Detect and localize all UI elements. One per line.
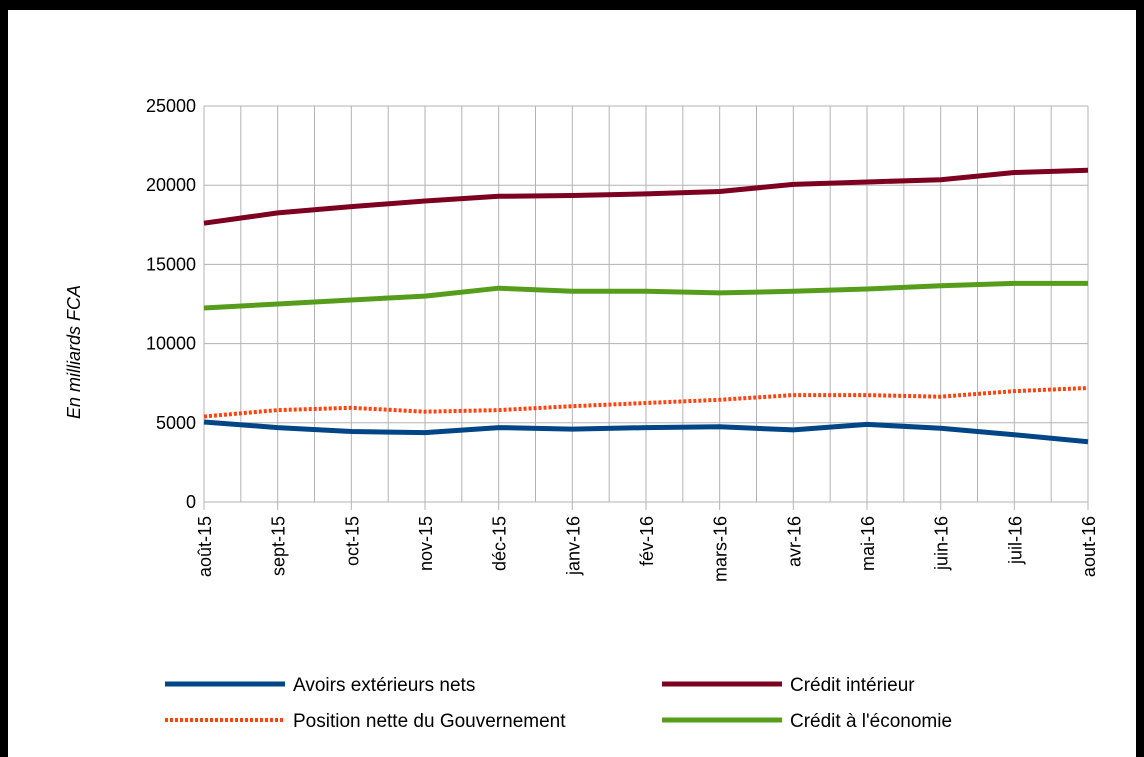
y-tick-label: 0 xyxy=(186,492,196,512)
legend-label: Crédit à l'économie xyxy=(790,711,952,732)
x-tick-labels: août-15 sept-15 oct-15 nov-15 déc-15 janv-16 f… xyxy=(195,516,1099,582)
x-tick-label: avr-16 xyxy=(784,516,804,567)
legend-label: Position nette du Gouvernement xyxy=(293,711,566,732)
series-line xyxy=(203,419,1089,445)
y-tick-label: 15000 xyxy=(146,254,196,274)
y-tick-label: 25000 xyxy=(146,96,196,116)
legend-label: Avoirs extérieurs nets xyxy=(293,675,475,696)
x-tick-label: oct-15 xyxy=(342,516,362,566)
x-tick-label: sept-15 xyxy=(269,516,289,576)
x-tick-label: aout-16 xyxy=(1079,516,1099,577)
x-tick-label: juil-16 xyxy=(1005,516,1025,565)
x-tick-label: fév-16 xyxy=(637,516,657,566)
legend-label: Crédit intérieur xyxy=(790,675,915,696)
grid-lines xyxy=(203,105,1089,503)
y-axis-label: En milliards FCA xyxy=(64,285,84,419)
x-tick-label: déc-15 xyxy=(490,516,510,571)
series-line xyxy=(203,167,1089,226)
axes xyxy=(203,106,1089,510)
y-tick-label: 20000 xyxy=(146,175,196,195)
x-tick-label: août-15 xyxy=(195,516,215,577)
series-lines xyxy=(203,167,1089,445)
y-tick-labels: 0 5000 10000 15000 20000 25000 xyxy=(146,96,196,512)
x-tick-label: juin-16 xyxy=(932,516,952,571)
y-tick-label: 10000 xyxy=(146,334,196,354)
x-tick-label: mai-16 xyxy=(858,516,878,571)
y-tick-label: 5000 xyxy=(156,413,196,433)
series-line xyxy=(203,280,1088,311)
x-tick-label: mars-16 xyxy=(711,516,731,582)
x-tick-label: janv-16 xyxy=(563,516,583,576)
series-line xyxy=(203,386,1089,419)
legend: Avoirs extérieurs nets Crédit intérieur Po… xyxy=(165,675,952,732)
x-tick-label: nov-15 xyxy=(416,516,436,571)
